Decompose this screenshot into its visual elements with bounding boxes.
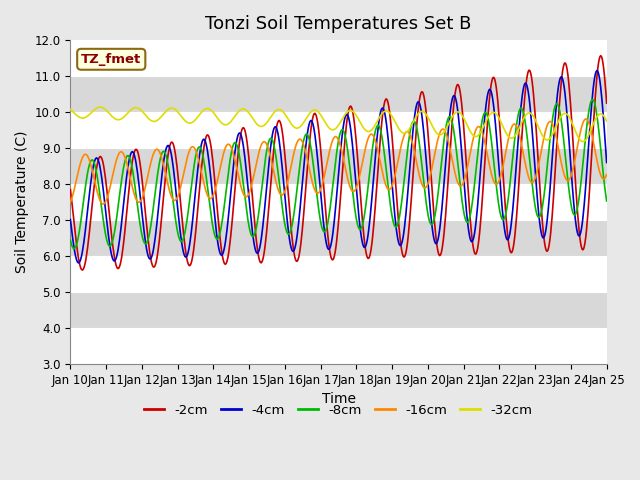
Legend: -2cm, -4cm, -8cm, -16cm, -32cm: -2cm, -4cm, -8cm, -16cm, -32cm	[139, 399, 538, 422]
Bar	[70, 256, 607, 292]
X-axis label: Time: Time	[321, 392, 355, 407]
Bar	[70, 184, 607, 220]
Bar	[70, 220, 607, 256]
Y-axis label: Soil Temperature (C): Soil Temperature (C)	[15, 131, 29, 273]
Bar	[70, 40, 607, 76]
Bar	[70, 328, 607, 364]
Bar	[70, 112, 607, 148]
Bar	[70, 76, 607, 112]
Text: TZ_fmet: TZ_fmet	[81, 53, 141, 66]
Bar	[70, 292, 607, 328]
Bar	[70, 148, 607, 184]
Title: Tonzi Soil Temperatures Set B: Tonzi Soil Temperatures Set B	[205, 15, 472, 33]
